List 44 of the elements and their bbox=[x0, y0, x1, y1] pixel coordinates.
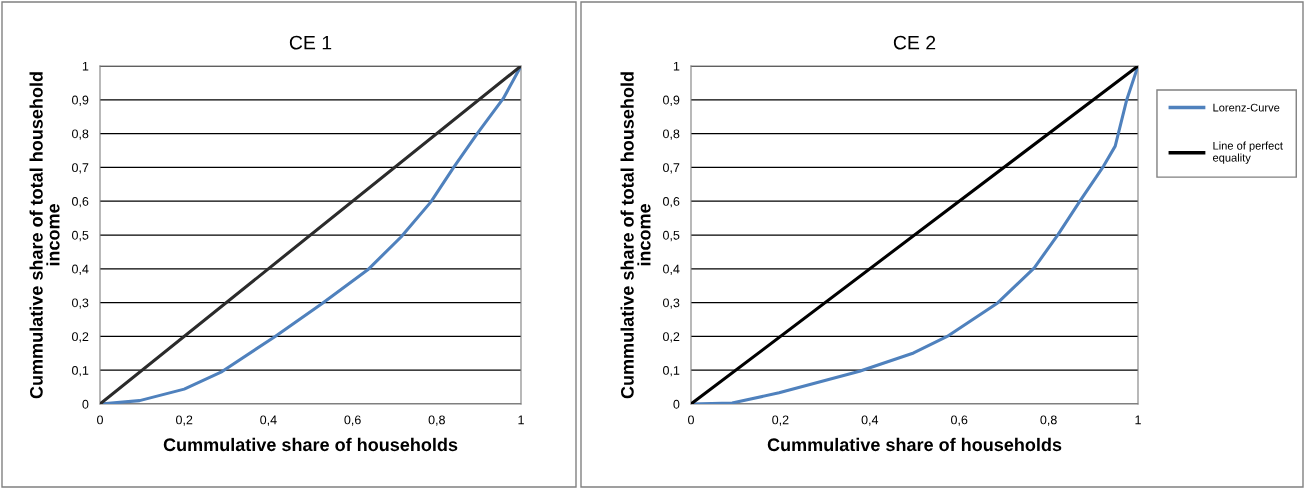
legend-label: Line of perfect equality bbox=[1212, 141, 1283, 164]
x-tick-label: 0 bbox=[688, 415, 694, 425]
x-tick-label: 0,2 bbox=[176, 415, 193, 426]
y-axis-title: Cummulative share of total household income bbox=[620, 72, 651, 399]
x-tick-label: 0,4 bbox=[861, 415, 879, 426]
y-tick-label: 0,8 bbox=[663, 129, 680, 140]
y-tick-label: 0 bbox=[82, 399, 89, 409]
y-tick-label: 0,1 bbox=[72, 366, 89, 377]
x-tick-label: 1 bbox=[1135, 415, 1141, 425]
y-tick-label: 0,9 bbox=[663, 95, 680, 106]
x-tick-label: 0,8 bbox=[1040, 415, 1057, 426]
line-series bbox=[100, 66, 521, 404]
x-tick-label: 0,6 bbox=[344, 415, 361, 426]
y-tick-label: 0,3 bbox=[663, 298, 680, 309]
x-axis-title: Cummulative share of households bbox=[163, 437, 458, 452]
x-axis-title: Cummulative share of households bbox=[767, 437, 1062, 452]
y-tick-label: 0 bbox=[673, 399, 680, 409]
y-tick-label: 0,7 bbox=[72, 163, 89, 174]
y-tick-label: 0,1 bbox=[663, 366, 680, 377]
chart-title: CE 1 bbox=[289, 35, 332, 50]
x-tick-label: 0,4 bbox=[260, 415, 277, 426]
y-tick-label: 0,5 bbox=[72, 230, 89, 242]
y-tick-label: 1 bbox=[82, 61, 89, 71]
x-tick-label: 0,8 bbox=[428, 415, 445, 426]
y-tick-label: 0,9 bbox=[72, 95, 89, 106]
y-tick-label: 0,4 bbox=[663, 264, 680, 275]
y-tick-label: 0,2 bbox=[72, 332, 89, 343]
y-tick-label: 1 bbox=[673, 61, 680, 71]
x-tick-label: 1 bbox=[518, 415, 524, 425]
chart-title: CE 2 bbox=[893, 35, 936, 50]
y-tick-label: 0,6 bbox=[72, 197, 89, 208]
y-tick-label: 0,6 bbox=[663, 197, 680, 208]
y-tick-label: 0,7 bbox=[663, 163, 680, 174]
y-axis-title: Cummulative share of total household income bbox=[29, 72, 60, 399]
legend-label: Lorenz-Curve bbox=[1213, 103, 1280, 112]
x-tick-label: 0 bbox=[97, 415, 103, 425]
y-tick-label: 0,3 bbox=[72, 298, 89, 309]
y-tick-label: 0,8 bbox=[72, 129, 89, 140]
y-tick-label: 0,5 bbox=[663, 230, 680, 242]
line-series bbox=[691, 66, 1138, 404]
y-tick-label: 0,4 bbox=[72, 264, 89, 275]
x-tick-label: 0,6 bbox=[951, 415, 968, 426]
y-tick-label: 0,2 bbox=[663, 332, 680, 343]
x-tick-label: 0,2 bbox=[772, 415, 789, 426]
